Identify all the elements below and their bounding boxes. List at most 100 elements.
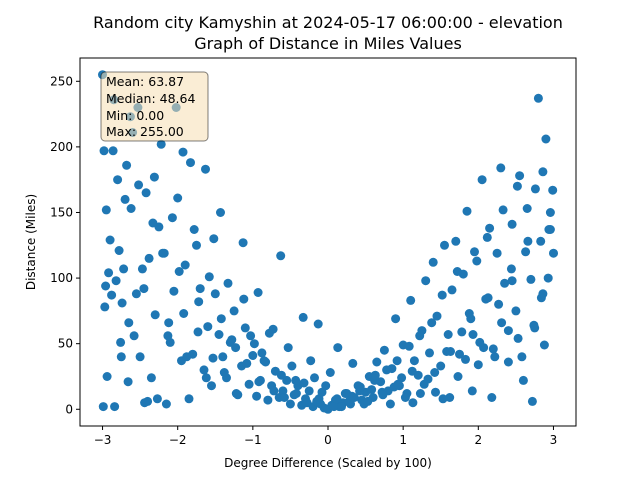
data-point xyxy=(244,379,254,389)
data-point xyxy=(98,402,108,412)
data-point xyxy=(257,348,267,358)
data-point xyxy=(159,248,169,258)
data-point xyxy=(544,225,554,234)
data-point xyxy=(407,366,417,376)
data-point xyxy=(240,323,250,333)
stats-box: Mean: 63.87 Median: 48.64 Min: 0.00 Max:… xyxy=(100,71,209,142)
data-point xyxy=(180,260,190,270)
data-point xyxy=(163,331,173,341)
data-point xyxy=(400,393,410,402)
data-point xyxy=(189,225,199,234)
data-point xyxy=(475,337,485,347)
data-point xyxy=(152,394,162,404)
data-point xyxy=(511,306,521,316)
stat-mean: Mean: 63.87 xyxy=(106,74,184,89)
data-point xyxy=(530,184,540,194)
data-point xyxy=(108,146,118,156)
data-point xyxy=(453,372,463,381)
data-point xyxy=(337,402,346,412)
data-point xyxy=(238,238,248,248)
data-point xyxy=(276,251,286,261)
data-point xyxy=(507,276,517,286)
y-tick-label: 50 xyxy=(58,337,73,351)
x-tick-label: −1 xyxy=(244,433,262,447)
data-point xyxy=(111,276,121,286)
data-point xyxy=(507,219,517,229)
stat-max: Max: 255.00 xyxy=(106,124,184,139)
data-point xyxy=(276,370,286,380)
data-point xyxy=(223,278,233,288)
data-point xyxy=(216,208,225,217)
data-point xyxy=(149,172,159,182)
data-point xyxy=(340,389,350,398)
data-point xyxy=(261,357,271,367)
data-point xyxy=(451,236,461,246)
data-point xyxy=(173,193,183,203)
data-point xyxy=(239,294,249,304)
data-point xyxy=(134,180,144,190)
data-point xyxy=(129,331,139,341)
data-point xyxy=(523,236,533,246)
data-point xyxy=(116,352,126,362)
data-point xyxy=(503,357,513,367)
data-point xyxy=(304,386,314,396)
chart-title-line2: Graph of Distance in Miles Values xyxy=(194,34,462,53)
data-point xyxy=(548,185,558,195)
data-point xyxy=(114,246,124,255)
data-point xyxy=(483,293,493,303)
data-point xyxy=(472,256,482,266)
data-point xyxy=(428,257,438,267)
data-point xyxy=(199,365,209,375)
chart-title-line1: Random city Kamyshin at 2024-05-17 06:00… xyxy=(93,13,563,32)
data-point xyxy=(285,399,295,409)
data-point xyxy=(104,268,114,278)
data-point xyxy=(107,290,117,300)
data-point xyxy=(218,352,228,362)
data-point xyxy=(443,330,453,339)
x-axis-label: Degree Difference (Scaled by 100) xyxy=(224,456,432,470)
data-point xyxy=(291,389,301,398)
data-point xyxy=(543,273,553,283)
data-point xyxy=(123,377,133,387)
data-point xyxy=(169,286,179,296)
data-point xyxy=(325,368,335,377)
data-point xyxy=(432,311,442,321)
data-point xyxy=(313,319,323,329)
data-point xyxy=(120,194,130,204)
data-point xyxy=(513,333,523,343)
data-point xyxy=(100,302,110,312)
data-point xyxy=(119,264,129,274)
data-point xyxy=(404,341,414,351)
data-point xyxy=(268,324,278,334)
data-point xyxy=(467,386,477,396)
y-tick-label: 150 xyxy=(50,205,73,219)
data-point xyxy=(332,394,342,404)
data-point xyxy=(445,393,455,402)
data-point xyxy=(161,399,171,409)
data-point xyxy=(538,167,548,177)
data-point xyxy=(447,285,457,295)
data-point xyxy=(144,253,154,263)
data-point xyxy=(348,358,358,368)
data-point xyxy=(269,386,279,396)
data-point xyxy=(488,344,498,354)
data-point xyxy=(482,232,492,242)
x-tick-label: 1 xyxy=(399,433,407,447)
data-point xyxy=(209,234,219,244)
data-point xyxy=(438,394,448,404)
data-point xyxy=(231,389,241,398)
data-point xyxy=(131,289,141,299)
data-point xyxy=(464,309,474,318)
data-point xyxy=(194,297,204,307)
data-point xyxy=(461,354,470,364)
data-point xyxy=(201,164,210,174)
y-tick-label: 100 xyxy=(50,271,73,285)
data-point xyxy=(470,247,479,257)
data-point xyxy=(500,278,510,288)
data-point xyxy=(148,218,158,228)
data-point xyxy=(254,377,264,387)
data-point xyxy=(518,375,528,385)
data-point xyxy=(539,340,549,350)
data-point xyxy=(246,331,256,341)
data-point xyxy=(545,208,555,217)
